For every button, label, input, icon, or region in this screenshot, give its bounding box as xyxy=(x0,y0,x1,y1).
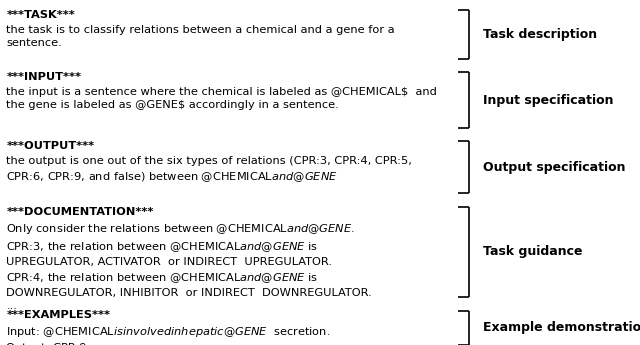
Text: the task is to classify relations between a chemical and a gene for a
sentence.: the task is to classify relations betwee… xyxy=(6,25,395,48)
Text: ***TASK***: ***TASK*** xyxy=(6,10,75,20)
Text: the output is one out of the six types of relations (CPR:3, CPR:4, CPR:5,
CPR:6,: the output is one out of the six types o… xyxy=(6,156,412,184)
Text: ***OUTPUT***: ***OUTPUT*** xyxy=(6,141,95,151)
Text: ***INPUT***: ***INPUT*** xyxy=(6,72,81,82)
Text: ***DOCUMENTATION***: ***DOCUMENTATION*** xyxy=(6,207,154,217)
Text: Only consider the relations between @CHEMICAL$  and @GENE$.
CPR:3, the relation : Only consider the relations between @CHE… xyxy=(6,222,372,311)
Text: the input is a sentence where the chemical is labeled as @CHEMICAL$  and
the gen: the input is a sentence where the chemic… xyxy=(6,87,437,110)
Text: Input specification: Input specification xyxy=(483,93,614,107)
Text: Output specification: Output specification xyxy=(483,161,626,174)
Text: Task guidance: Task guidance xyxy=(483,245,582,258)
Text: ***EXAMPLES***: ***EXAMPLES*** xyxy=(6,310,111,321)
Text: Example demonstration: Example demonstration xyxy=(483,321,640,334)
Text: Input: @CHEMICAL$  is involved in hepatic @GENE$  secretion.
Output: CPR:9: Input: @CHEMICAL$ is involved in hepatic… xyxy=(6,325,331,345)
Text: Task description: Task description xyxy=(483,28,597,41)
